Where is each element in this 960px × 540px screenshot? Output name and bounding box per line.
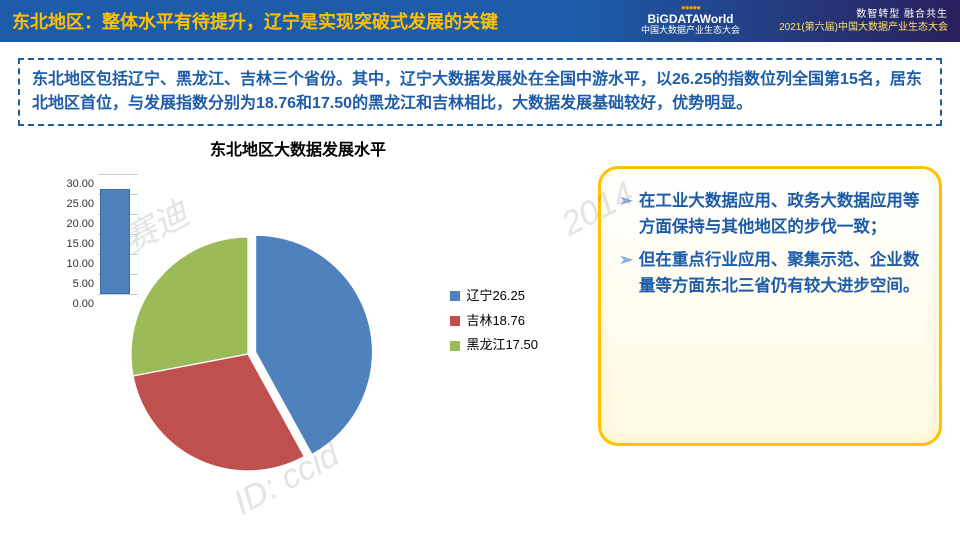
chart-area: 东北地区大数据发展水平 0.00 5.00 10.00 15.00 20.00 25.00…	[18, 136, 578, 506]
chart-legend: 辽宁26.25吉林18.76黑龙江17.50	[450, 284, 538, 358]
y-tick-label: 5.00	[73, 278, 94, 290]
callout-item: ➢在工业大数据应用、政务大数据应用等方面保持与其他地区的步伐一致；	[619, 189, 921, 240]
chart-title: 东北地区大数据发展水平	[18, 136, 578, 160]
callout-item: ➢但在重点行业应用、聚集示范、企业数量等方面东北三省仍有较大进步空间。	[619, 248, 921, 299]
bullet-arrow-icon: ➢	[619, 248, 633, 299]
header-bar: 东北地区：整体水平有待提升，辽宁是实现突破式发展的关键 ●●●●● BiGDAT…	[0, 0, 960, 42]
legend-label: 黑龙江17.50	[466, 333, 538, 358]
legend-label: 辽宁26.25	[466, 284, 525, 309]
legend-item: 吉林18.76	[450, 309, 538, 334]
legend-swatch	[450, 341, 460, 351]
callout-box: ➢在工业大数据应用、政务大数据应用等方面保持与其他地区的步伐一致；➢但在重点行业…	[598, 166, 942, 446]
pie-slice	[131, 237, 248, 376]
y-tick-label: 10.00	[66, 258, 94, 270]
bullet-arrow-icon: ➢	[619, 189, 633, 240]
y-gridline	[98, 174, 138, 175]
y-tick-label: 15.00	[66, 238, 94, 250]
brand-logo: ●●●●● BiGDATAWorld 中国大数据产业生态大会	[641, 4, 740, 36]
header-tagline-2: 2021(第六届)中国大数据产业生态大会	[779, 21, 948, 34]
chart-body: 0.00 5.00 10.00 15.00 20.00 25.00 30.00 辽宁26.2…	[18, 164, 578, 484]
legend-swatch	[450, 316, 460, 326]
description-box: 东北地区包括辽宁、黑龙江、吉林三个省份。其中，辽宁大数据发展处在全国中游水平，以…	[18, 58, 942, 126]
y-tick-label: 20.00	[66, 218, 94, 230]
pie-chart	[118, 224, 378, 484]
callout-list: ➢在工业大数据应用、政务大数据应用等方面保持与其他地区的步伐一致；➢但在重点行业…	[619, 189, 921, 299]
header-right: 数智转型 融合共生 2021(第六届)中国大数据产业生态大会	[779, 8, 948, 34]
content-row: 东北地区大数据发展水平 0.00 5.00 10.00 15.00 20.00 25.00…	[0, 136, 960, 506]
y-tick-label: 30.00	[66, 178, 94, 190]
legend-label: 吉林18.76	[466, 309, 525, 334]
y-axis: 0.005.0010.0015.0020.0025.0030.00	[58, 174, 98, 294]
legend-item: 黑龙江17.50	[450, 333, 538, 358]
callout-text: 在工业大数据应用、政务大数据应用等方面保持与其他地区的步伐一致；	[639, 189, 921, 240]
legend-swatch	[450, 291, 460, 301]
legend-item: 辽宁26.25	[450, 284, 538, 309]
y-tick-label: 0.00	[73, 298, 94, 310]
callout-text: 但在重点行业应用、聚集示范、企业数量等方面东北三省仍有较大进步空间。	[639, 248, 921, 299]
y-tick-label: 25.00	[66, 198, 94, 210]
header-tagline-1: 数智转型 融合共生	[856, 8, 948, 21]
